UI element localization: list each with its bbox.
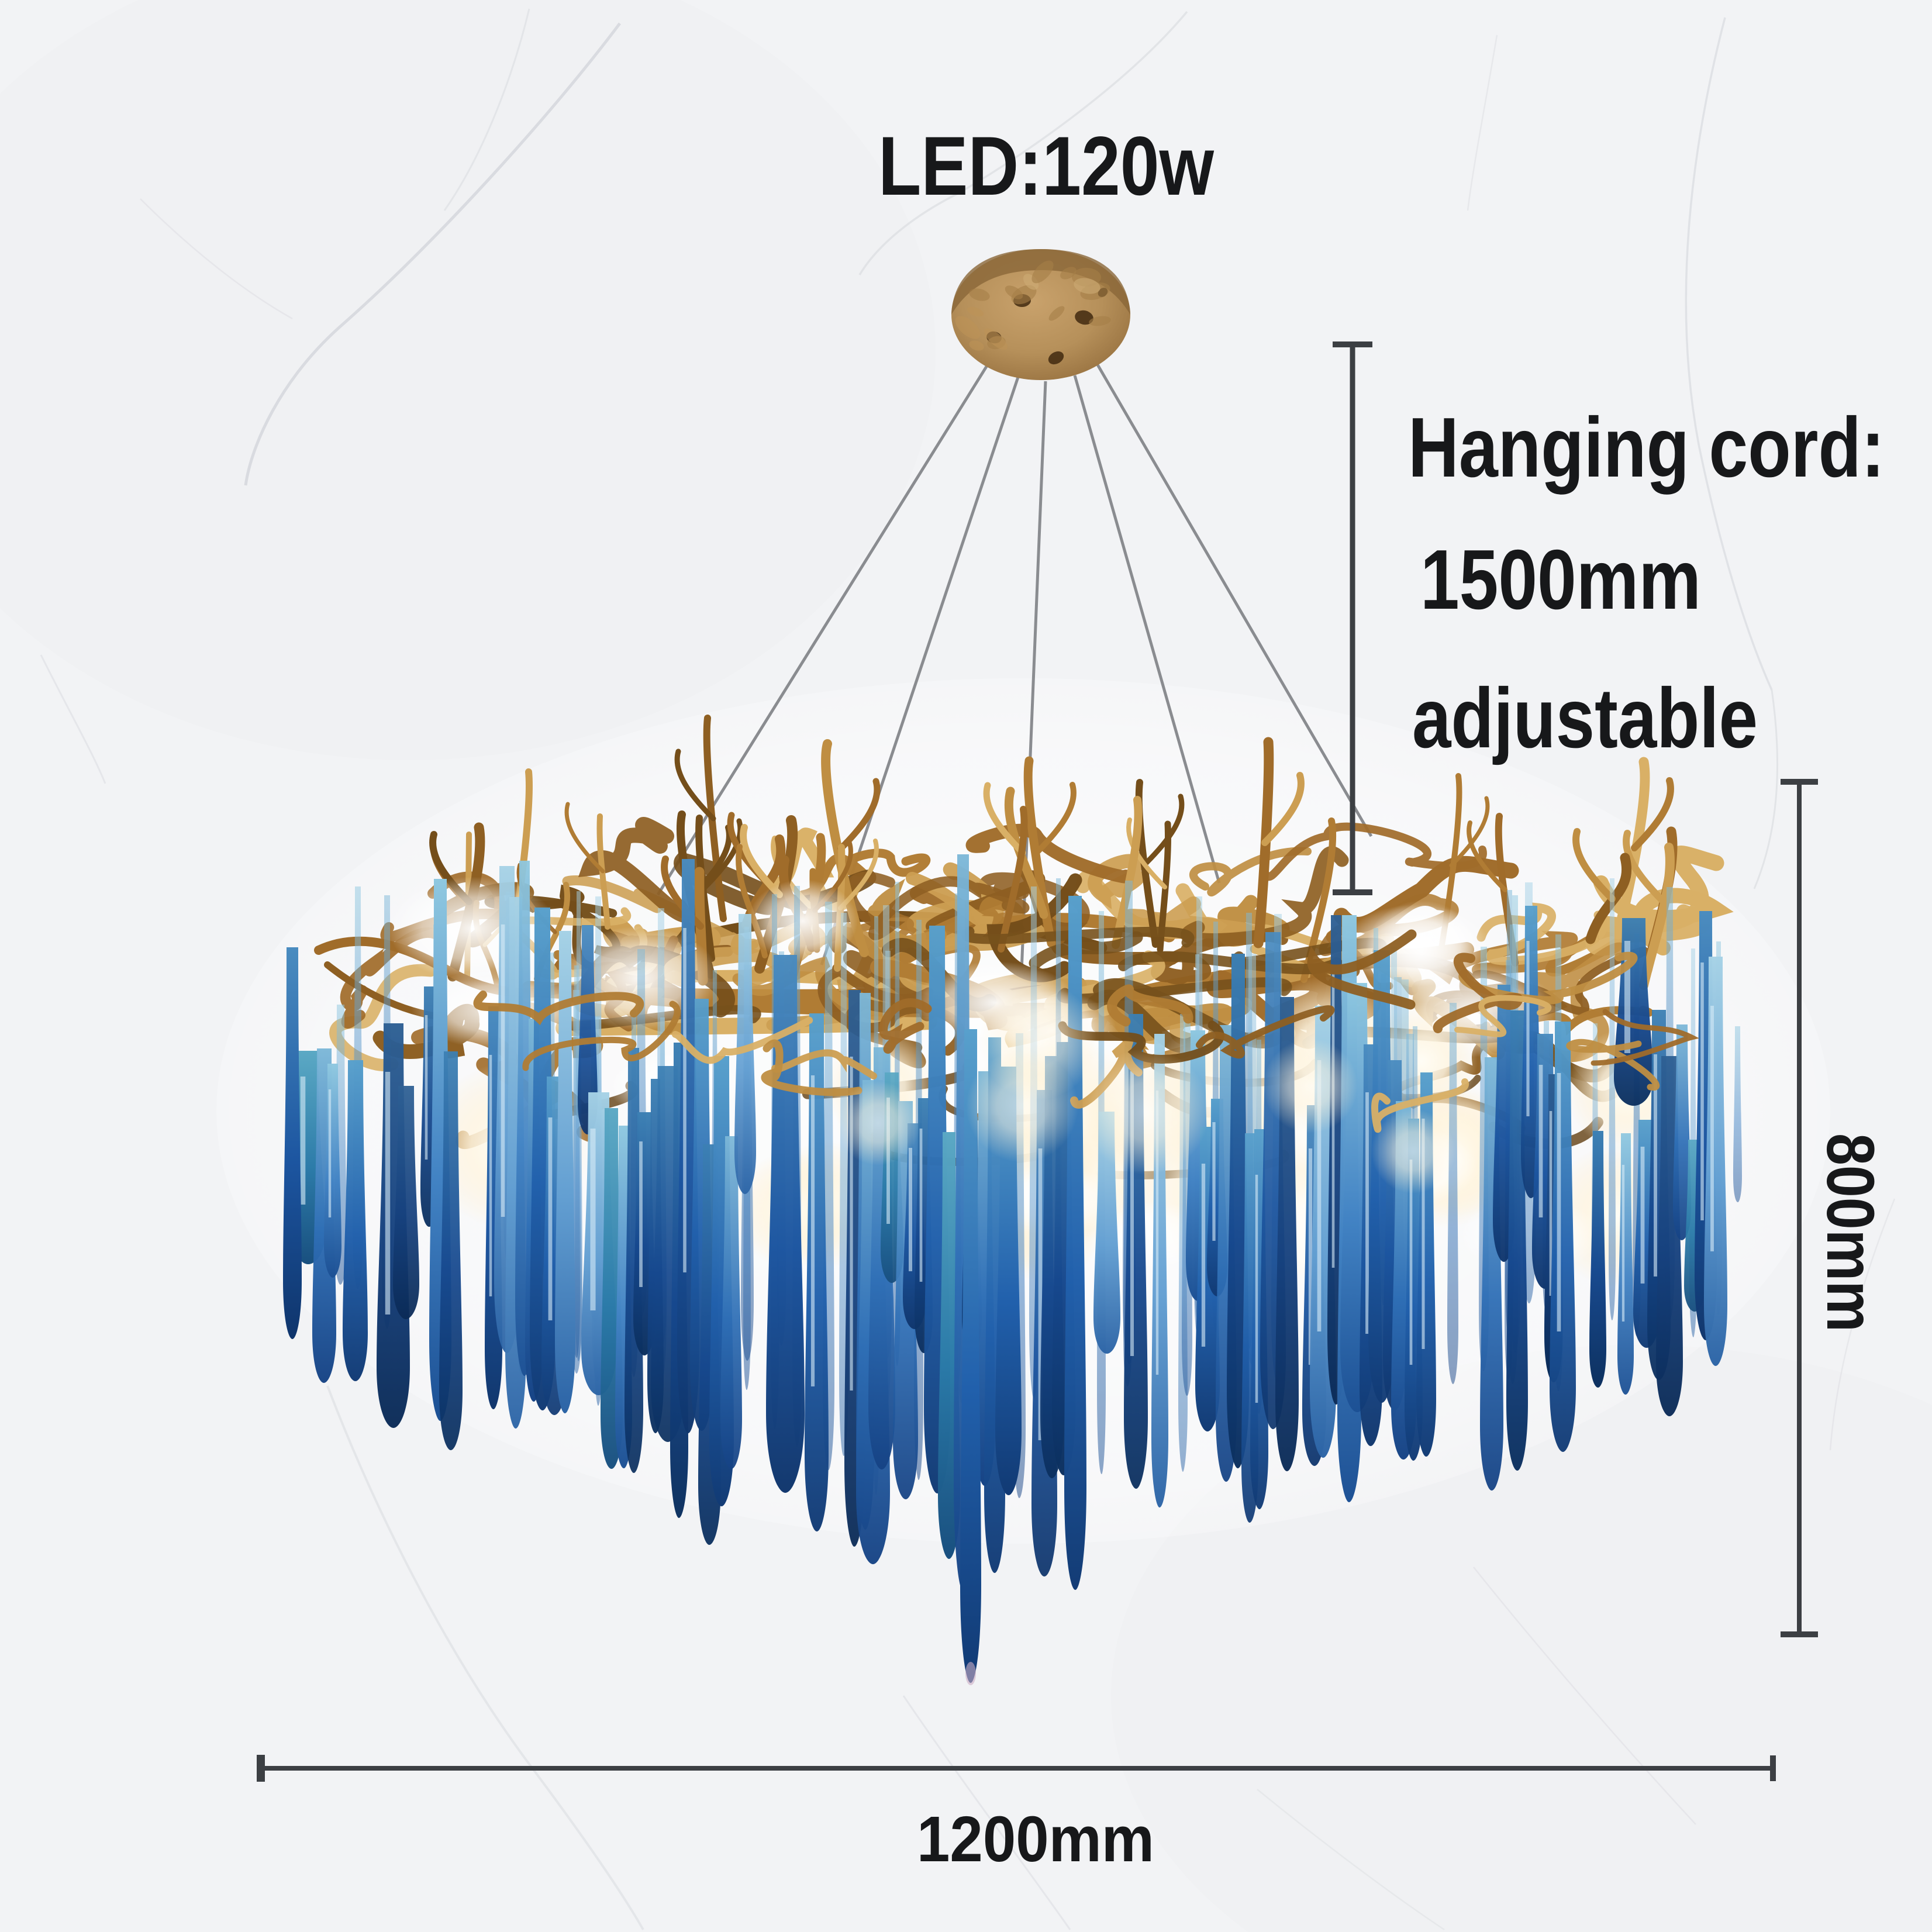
svg-text:LED:120w: LED:120w [878,120,1215,213]
svg-text:adjustable: adjustable [1412,671,1758,765]
svg-text:1500mm: 1500mm [1420,532,1701,627]
svg-text:800mm: 800mm [1813,1133,1888,1332]
svg-text:1200mm: 1200mm [917,1803,1154,1875]
svg-text:Hanging cord:: Hanging cord: [1408,400,1885,495]
